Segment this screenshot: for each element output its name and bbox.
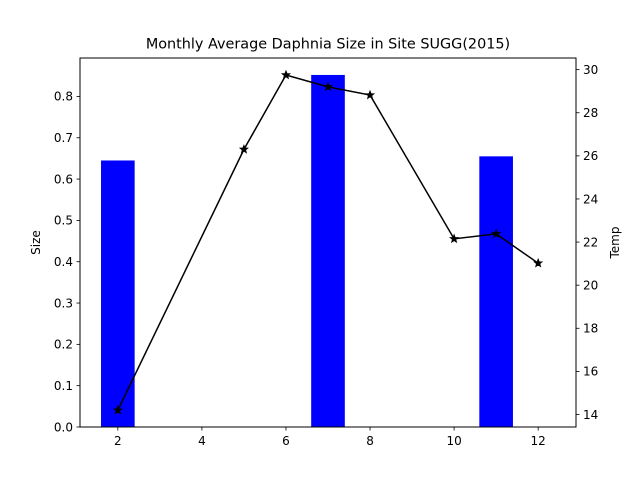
- temperature-point-month-7: [322, 81, 334, 92]
- y-tick-label: 0.6: [54, 172, 73, 186]
- size-bar-month-2: [101, 160, 135, 427]
- y2-tick-label: 22: [583, 235, 598, 249]
- y-tick-label: 0.2: [54, 338, 73, 352]
- chart-title: Monthly Average Daphnia Size in Site SUG…: [146, 37, 510, 53]
- y-axis-right: 14 16 18 20 22 24 26 28 30: [576, 63, 598, 422]
- y-tick-label: 0.0: [54, 420, 73, 434]
- x-tick-label: 6: [282, 434, 290, 448]
- y-tick-label: 0.4: [54, 255, 73, 269]
- y-tick-label: 0.8: [54, 90, 73, 104]
- size-bar-month-7: [311, 74, 345, 427]
- temperature-point-month-2: [112, 404, 123, 415]
- y-axis-left: 0.0 0.1 0.2 0.3 0.4 0.5 0.6 0.7 0.8: [54, 90, 80, 434]
- plot-frame: [79, 57, 577, 428]
- y2-tick-label: 20: [583, 278, 598, 292]
- y-tick-label: 0.7: [54, 131, 73, 145]
- temperature-point-month-11: [491, 228, 502, 239]
- y2-axis-title: Temp: [608, 227, 622, 260]
- y2-tick-label: 26: [583, 149, 598, 163]
- temperature-line: [117, 74, 539, 411]
- y-tick-label: 0.3: [54, 296, 73, 310]
- size-bar-month-11: [479, 156, 513, 427]
- x-axis: 2 4 6 8 10 12: [114, 427, 546, 448]
- y2-tick-label: 16: [583, 365, 598, 379]
- x-tick-label: 10: [446, 434, 461, 448]
- y2-tick-label: 30: [583, 63, 598, 77]
- temperature-point-month-6: [280, 69, 292, 80]
- y-tick-label: 0.1: [54, 379, 73, 393]
- y2-tick-label: 14: [583, 408, 598, 422]
- y2-tick-label: 18: [583, 322, 598, 336]
- x-tick-label: 4: [198, 434, 206, 448]
- temperature-point-month-10: [449, 233, 460, 244]
- x-tick-label: 2: [114, 434, 122, 448]
- y-axis-title: Size: [29, 230, 43, 255]
- temperature-line-layer: [112, 69, 544, 415]
- y2-tick-label: 24: [583, 192, 598, 206]
- bars-layer: [101, 74, 513, 427]
- x-tick-label: 8: [366, 434, 374, 448]
- y-tick-label: 0.5: [54, 214, 73, 228]
- temperature-point-month-12: [533, 257, 544, 268]
- x-tick-label: 12: [531, 434, 546, 448]
- temperature-point-month-5: [238, 144, 249, 154]
- y2-tick-label: 28: [583, 106, 598, 120]
- temperature-point-month-8: [364, 89, 376, 100]
